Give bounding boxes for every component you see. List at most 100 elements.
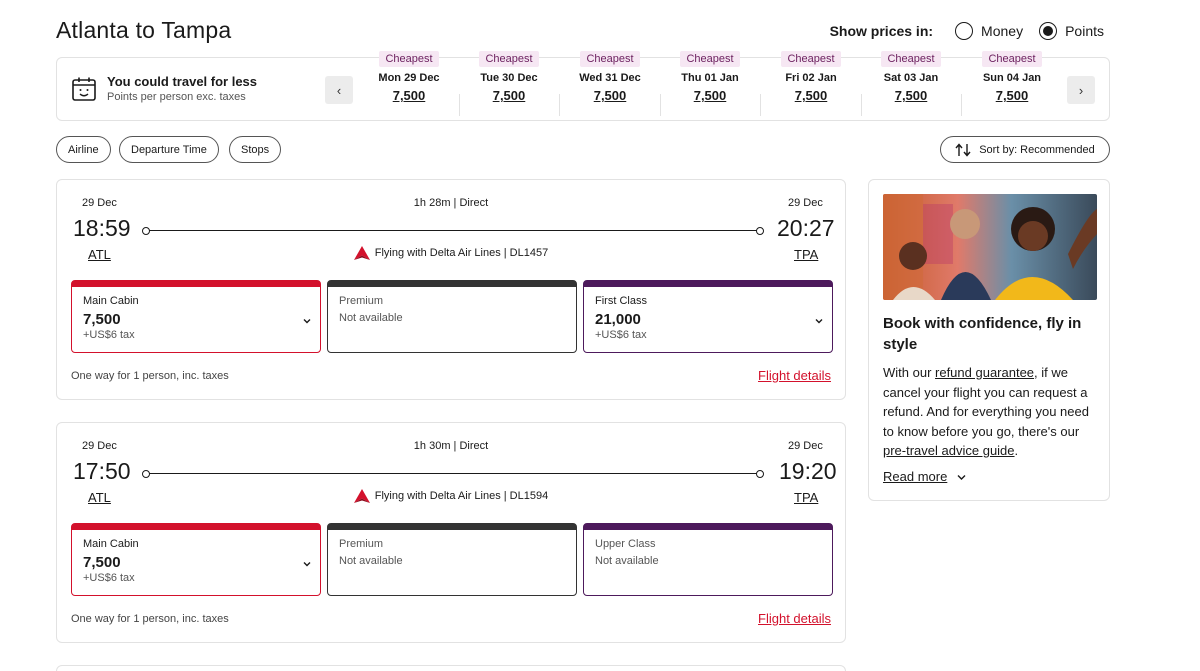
cabin-main[interactable]: Main Cabin 7,500 +US$6 tax bbox=[71, 523, 321, 596]
departure-time: 17:50 bbox=[73, 458, 131, 484]
date-label: Sat 03 Jan bbox=[883, 72, 939, 84]
radio-money-circle[interactable] bbox=[955, 22, 974, 40]
date-divider bbox=[459, 94, 460, 116]
cabin-upper: Upper Class Not available bbox=[583, 523, 833, 596]
arrival-time: 20:27 bbox=[777, 215, 835, 241]
flight-details-link[interactable]: Flight details bbox=[758, 368, 831, 383]
sort-button[interactable]: Sort by: Recommended bbox=[940, 136, 1110, 163]
operator-text: Flying with Delta Air Lines | DL1594 bbox=[374, 490, 549, 502]
money-radio-label[interactable]: Money bbox=[981, 23, 1024, 39]
date-label: Mon 29 Dec bbox=[378, 72, 440, 84]
sort-label[interactable]: Sort by: Recommended bbox=[979, 143, 1095, 156]
arrival-date: 29 Dec bbox=[788, 440, 823, 452]
cabin-unavailable: Not available bbox=[339, 312, 403, 324]
flight-card-2: 29 Dec 17:50 ATL 1h 30m | Direct Flying … bbox=[56, 422, 846, 643]
cabin-tax: +US$6 tax bbox=[595, 329, 647, 341]
cabin-first[interactable]: First Class 21,000 +US$6 tax bbox=[583, 280, 833, 353]
read-more-label[interactable]: Read more bbox=[883, 469, 948, 484]
refund-guarantee-link[interactable]: refund guarantee bbox=[935, 365, 1035, 380]
date-cell-2[interactable]: Cheapest Tue 30 Dec 7,500 bbox=[459, 49, 559, 103]
cabin-price: 7,500 bbox=[83, 311, 121, 328]
date-label: Tue 30 Dec bbox=[480, 72, 538, 84]
points-radio-label[interactable]: Points bbox=[1065, 23, 1104, 39]
date-cell-4[interactable]: Cheapest Thu 01 Jan 7,500 bbox=[660, 49, 760, 103]
operator-text: Flying with Delta Air Lines | DL1457 bbox=[374, 247, 549, 259]
flight-card-1: 29 Dec 18:59 ATL 1h 28m | Direct Flying … bbox=[56, 179, 846, 400]
date-points[interactable]: 7,500 bbox=[995, 88, 1029, 103]
date-points[interactable]: 7,500 bbox=[492, 88, 526, 103]
date-points[interactable]: 7,500 bbox=[593, 88, 627, 103]
departure-airport[interactable]: ATL bbox=[88, 490, 111, 505]
operator-info: Flying with Delta Air Lines | DL1457 bbox=[57, 246, 845, 260]
cabin-main[interactable]: Main Cabin 7,500 +US$6 tax bbox=[71, 280, 321, 353]
filter-stops[interactable]: Stops bbox=[229, 136, 282, 163]
filter-departure-time[interactable]: Departure Time bbox=[119, 136, 219, 163]
sort-arrows-icon bbox=[955, 142, 971, 157]
promo-text-3: . bbox=[1014, 443, 1019, 458]
route-line bbox=[142, 469, 764, 478]
pre-travel-advice-link[interactable]: pre-travel advice guide bbox=[883, 443, 1015, 458]
promo-text: With our refund guarantee, if we cancel … bbox=[883, 363, 1101, 461]
date-label: Fri 02 Jan bbox=[785, 72, 837, 84]
cabin-unavailable: Not available bbox=[595, 555, 659, 567]
one-way-note: One way for 1 person, inc. taxes bbox=[71, 370, 229, 382]
cabin-premium: Premium Not available bbox=[327, 523, 577, 596]
cabin-tax: +US$6 tax bbox=[83, 572, 135, 584]
next-dates-button[interactable]: › bbox=[1067, 76, 1095, 104]
cabin-tax: +US$6 tax bbox=[83, 329, 135, 341]
route-line bbox=[142, 226, 764, 235]
date-strip: You could travel for less Points per per… bbox=[56, 51, 1110, 121]
departure-date: 29 Dec bbox=[82, 440, 117, 452]
date-points[interactable]: 7,500 bbox=[794, 88, 828, 103]
cheapest-badge: Cheapest bbox=[379, 51, 439, 67]
cheapest-badge: Cheapest bbox=[982, 51, 1042, 67]
radio-points-circle[interactable] bbox=[1039, 22, 1058, 40]
departure-date: 29 Dec bbox=[82, 197, 117, 209]
promo-image bbox=[883, 194, 1097, 300]
chevron-down-icon bbox=[815, 319, 823, 324]
chevron-down-icon bbox=[303, 319, 311, 324]
date-label: Sun 04 Jan bbox=[982, 72, 1042, 84]
date-points[interactable]: 7,500 bbox=[392, 88, 426, 103]
arrival-airport[interactable]: TPA bbox=[794, 247, 819, 262]
prev-dates-button[interactable]: ‹ bbox=[325, 76, 353, 104]
promo-text-2: , if we cancel your flight you can reque… bbox=[883, 365, 1089, 439]
operator-info: Flying with Delta Air Lines | DL1594 bbox=[57, 489, 845, 503]
flight-duration: 1h 28m | Direct bbox=[413, 197, 489, 209]
travel-less-subline: Points per person exc. taxes bbox=[107, 91, 246, 103]
date-points[interactable]: 7,500 bbox=[894, 88, 928, 103]
arrival-airport[interactable]: TPA bbox=[794, 490, 819, 505]
travel-less-banner: You could travel for less Points per per… bbox=[71, 74, 257, 103]
promo-heading: Book with confidence, fly in style bbox=[883, 315, 1082, 353]
cabin-name: Main Cabin bbox=[83, 538, 139, 550]
points-radio[interactable]: Points bbox=[1039, 22, 1110, 40]
departure-time: 18:59 bbox=[73, 215, 131, 241]
price-toggle: Show prices in: Money Points bbox=[830, 22, 1110, 40]
departure-airport[interactable]: ATL bbox=[88, 247, 111, 262]
date-cell-7[interactable]: Cheapest Sun 04 Jan 7,500 bbox=[962, 49, 1062, 103]
delta-logo-icon bbox=[353, 246, 370, 260]
price-toggle-label: Show prices in: bbox=[829, 23, 934, 39]
arrival-date: 29 Dec bbox=[788, 197, 823, 209]
cheapest-badge: Cheapest bbox=[580, 51, 640, 67]
date-points[interactable]: 7,500 bbox=[693, 88, 727, 103]
cheapest-badge: Cheapest bbox=[781, 51, 841, 67]
date-divider bbox=[660, 94, 661, 116]
cheapest-badge: Cheapest bbox=[881, 51, 941, 67]
date-divider bbox=[559, 94, 560, 116]
money-radio[interactable]: Money bbox=[955, 22, 1029, 40]
date-cell-6[interactable]: Cheapest Sat 03 Jan 7,500 bbox=[861, 49, 961, 103]
page-title: Atlanta to Tampa bbox=[56, 17, 232, 43]
flight-details-link[interactable]: Flight details bbox=[758, 611, 831, 626]
calendar-smile-icon bbox=[72, 77, 96, 101]
arrival-time: 19:20 bbox=[779, 458, 837, 484]
cabin-price: 7,500 bbox=[83, 554, 121, 571]
filter-airline[interactable]: Airline bbox=[56, 136, 111, 163]
date-cell-3[interactable]: Cheapest Wed 31 Dec 7,500 bbox=[560, 49, 660, 103]
date-cell-5[interactable]: Cheapest Fri 02 Jan 7,500 bbox=[761, 49, 861, 103]
chevron-down-icon bbox=[957, 474, 966, 480]
read-more-button[interactable]: Read more bbox=[883, 469, 966, 484]
date-cell-1[interactable]: Cheapest Mon 29 Dec 7,500 bbox=[359, 49, 459, 103]
chevron-left-icon: ‹ bbox=[336, 82, 342, 98]
flight-duration: 1h 30m | Direct bbox=[413, 440, 489, 452]
